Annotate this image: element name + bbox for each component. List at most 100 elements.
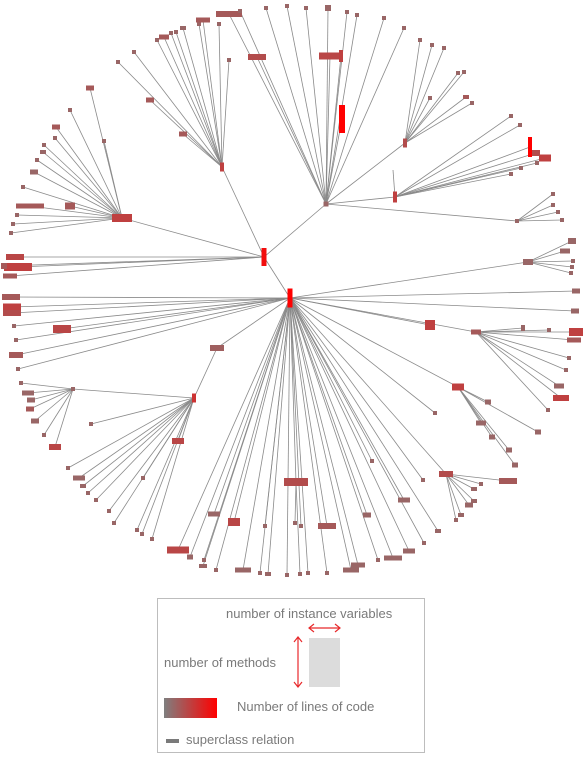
class-node — [287, 288, 293, 308]
superclass-edge — [289, 297, 439, 532]
superclass-edge — [457, 386, 516, 466]
class-node — [571, 259, 575, 263]
legend-arrows — [293, 623, 341, 688]
superclass-edge — [182, 27, 223, 168]
class-node — [325, 5, 331, 11]
class-node — [42, 143, 46, 147]
superclass-edge — [202, 297, 291, 567]
superclass-edge — [289, 297, 297, 483]
class-node — [107, 509, 111, 513]
class-node — [403, 548, 415, 554]
class-node — [9, 352, 23, 358]
superclass-edge — [394, 152, 537, 198]
class-node — [19, 381, 23, 385]
class-node — [458, 513, 464, 517]
class-node — [53, 136, 57, 140]
class-node — [140, 532, 144, 536]
class-node — [1, 263, 7, 269]
class-node — [306, 571, 310, 575]
superclass-edge — [61, 297, 291, 330]
superclass-edge — [394, 157, 546, 198]
superclass-edge — [404, 72, 459, 144]
class-node — [564, 368, 568, 372]
superclass-edge — [16, 214, 123, 219]
superclass-edge — [527, 261, 572, 274]
class-node — [569, 328, 583, 336]
class-node — [179, 131, 187, 137]
class-node — [499, 478, 517, 484]
class-node — [402, 26, 406, 30]
superclass-edge — [151, 397, 195, 540]
superclass-edge — [42, 151, 123, 219]
class-node — [556, 210, 560, 214]
legend-loc-gradient — [164, 698, 217, 718]
class-node — [135, 528, 139, 532]
legend-instance-variables-label: number of instance variables — [226, 606, 393, 621]
class-node — [2, 294, 20, 300]
superclass-edge — [11, 297, 291, 308]
class-node — [53, 325, 71, 333]
superclass-edge — [54, 137, 123, 219]
class-node — [535, 161, 539, 165]
class-node — [370, 459, 374, 463]
class-node — [49, 444, 61, 450]
superclass-edge — [289, 297, 431, 326]
class-node — [567, 337, 581, 343]
superclass-edge — [527, 260, 574, 263]
class-node — [284, 478, 308, 486]
class-node — [174, 30, 178, 34]
class-node — [351, 562, 365, 568]
class-node — [471, 499, 477, 503]
class-node — [442, 46, 446, 50]
class-node — [31, 418, 39, 424]
class-node — [422, 541, 426, 545]
superclass-edge — [33, 171, 123, 219]
superclass-edge — [221, 166, 265, 258]
class-node — [304, 6, 308, 10]
class-node — [509, 114, 513, 118]
class-node — [263, 524, 267, 528]
class-node — [456, 71, 460, 75]
superclass-edge — [394, 146, 531, 198]
superclass-edge — [289, 297, 302, 527]
superclass-edge — [289, 297, 405, 501]
superclass-edge — [289, 297, 359, 566]
class-node — [86, 85, 94, 91]
superclass-edge — [394, 115, 512, 198]
class-node — [265, 572, 271, 576]
class-node — [515, 219, 519, 223]
class-node — [27, 397, 35, 403]
superclass-edge — [289, 297, 394, 559]
class-node — [546, 408, 550, 412]
class-node — [398, 497, 410, 503]
class-node — [418, 38, 422, 42]
class-node — [452, 383, 464, 391]
class-node — [382, 16, 386, 20]
superclass-edge — [404, 102, 473, 144]
class-node — [14, 338, 18, 342]
superclass-edge — [516, 219, 563, 222]
class-node — [3, 303, 21, 311]
superclass-edge — [13, 297, 291, 327]
class-node — [572, 288, 580, 294]
superclass-edge — [263, 256, 291, 299]
class-node — [512, 462, 518, 468]
superclass-edge — [233, 297, 291, 523]
superclass-edge — [121, 217, 265, 258]
class-node — [261, 248, 267, 266]
class-node — [421, 478, 425, 482]
class-node — [363, 512, 371, 518]
superclass-edge — [325, 7, 329, 205]
superclass-edge — [404, 39, 421, 144]
legend-superclass-label: superclass relation — [186, 732, 295, 747]
class-node — [462, 70, 466, 74]
class-node — [325, 571, 329, 575]
class-node — [15, 213, 19, 217]
class-node — [463, 95, 469, 99]
class-node — [439, 471, 453, 477]
superclass-edge — [263, 203, 327, 258]
class-node — [425, 320, 435, 330]
superclass-edge — [142, 397, 195, 479]
superclass-edge — [55, 126, 123, 219]
class-node — [86, 491, 90, 495]
